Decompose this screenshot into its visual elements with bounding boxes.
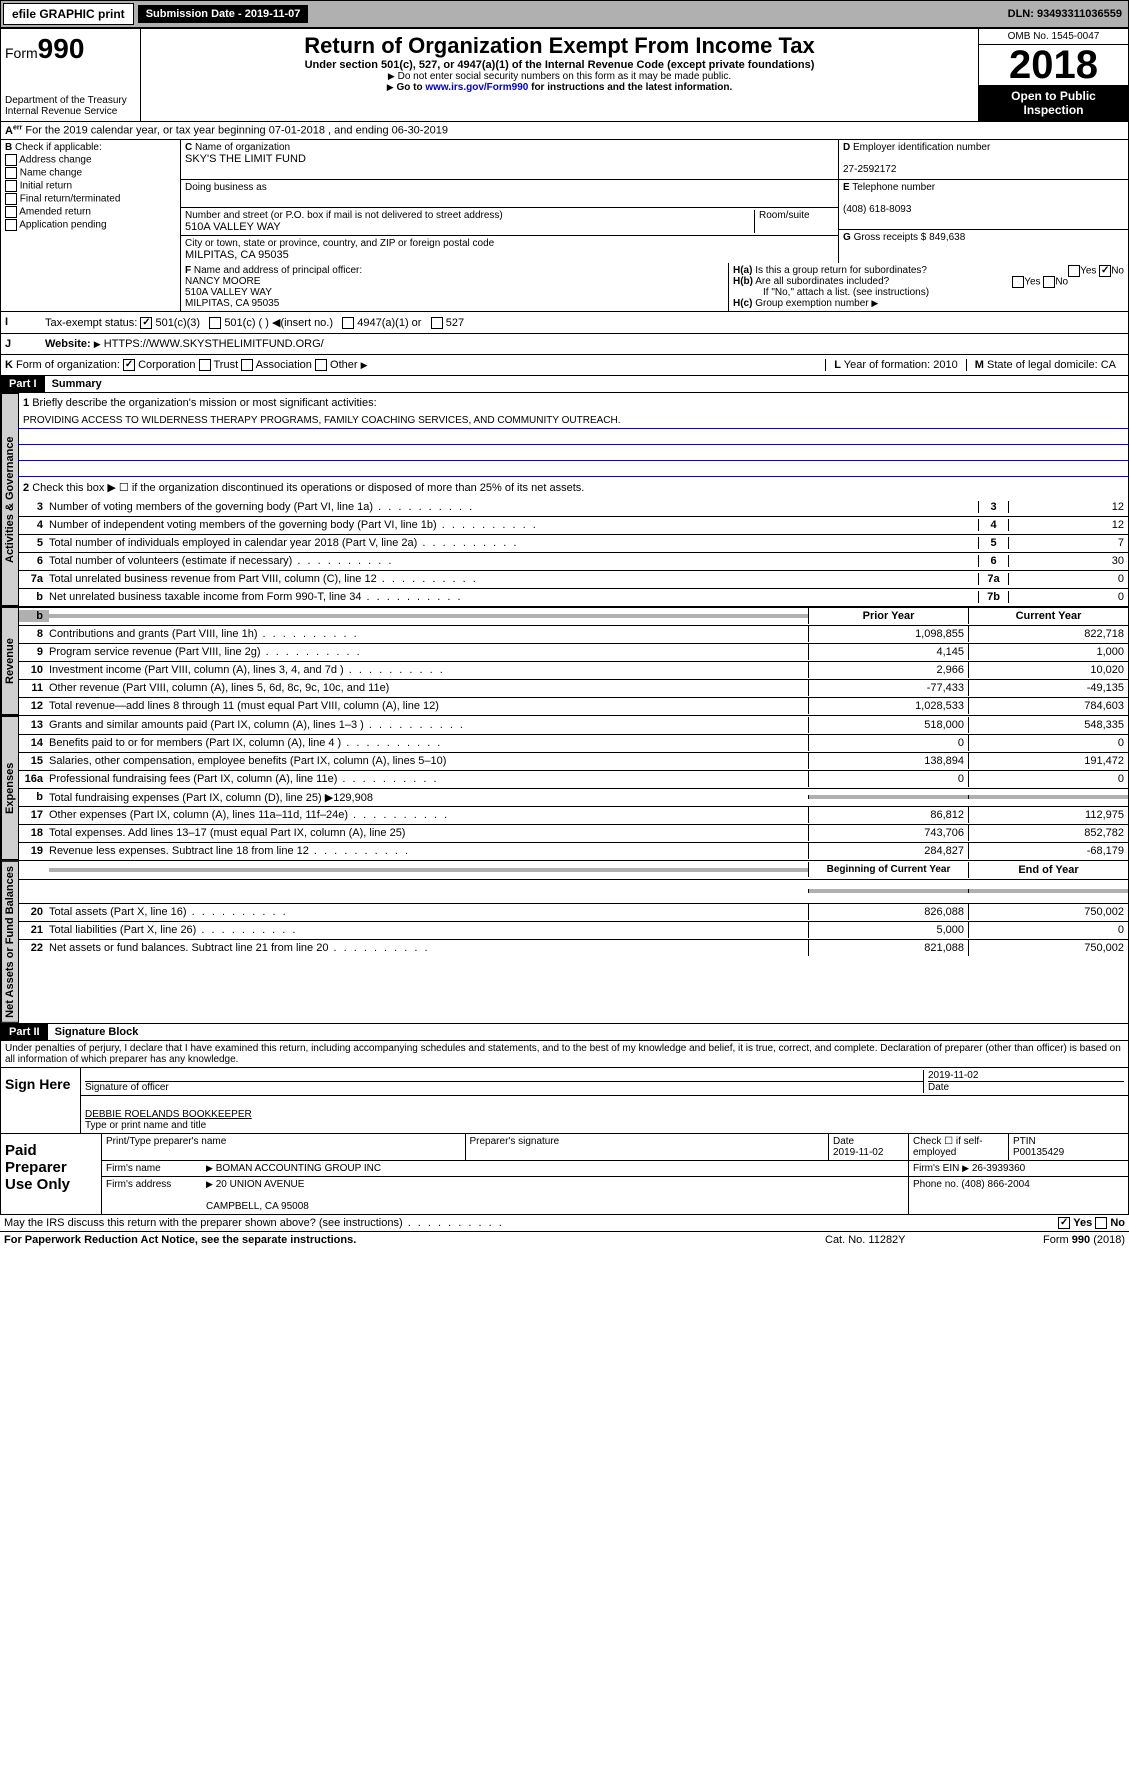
- sign-here-label: Sign Here: [1, 1068, 81, 1133]
- submission-date: Submission Date - 2019-11-07: [138, 5, 309, 23]
- gross-receipts: 849,638: [929, 232, 965, 243]
- vlabel-governance: Activities & Governance: [1, 393, 19, 606]
- tax-year: 2018: [979, 45, 1128, 85]
- paid-preparer-label: Paid Preparer Use Only: [1, 1134, 101, 1214]
- box-b: B Check if applicable: Address change Na…: [1, 140, 181, 263]
- perjury-text: Under penalties of perjury, I declare th…: [0, 1041, 1129, 1068]
- org-address: 510A VALLEY WAY: [185, 221, 281, 233]
- firm-name: BOMAN ACCOUNTING GROUP INC: [216, 1163, 381, 1174]
- org-name: SKY'S THE LIMIT FUND: [185, 153, 306, 165]
- box-c: C Name of organizationSKY'S THE LIMIT FU…: [181, 140, 838, 263]
- inspection-label: Open to Public Inspection: [979, 85, 1128, 121]
- ein: 27-2592172: [843, 164, 896, 175]
- dept-label: Department of the Treasury Internal Reve…: [5, 95, 136, 117]
- efile-button[interactable]: efile GRAPHIC print: [3, 3, 134, 25]
- officer-print-name: DEBBIE ROELANDS BOOKKEEPER: [85, 1109, 252, 1120]
- dln: DLN: 93493311036559: [1008, 8, 1126, 20]
- phone: (408) 618-8093: [843, 204, 911, 215]
- form-subtitle: Under section 501(c), 527, or 4947(a)(1)…: [145, 59, 974, 71]
- part-2-header: Part II: [1, 1024, 48, 1040]
- website: HTTPS://WWW.SKYSTHELIMITFUND.ORG/: [104, 338, 324, 350]
- ptin: P00135429: [1013, 1147, 1064, 1158]
- vlabel-revenue: Revenue: [1, 607, 19, 715]
- form-title: Return of Organization Exempt From Incom…: [145, 33, 974, 59]
- form-number: 990: [38, 33, 85, 64]
- vlabel-netassets: Net Assets or Fund Balances: [1, 861, 19, 1023]
- topbar: efile GRAPHIC print Submission Date - 20…: [0, 0, 1129, 28]
- row-a: Aerr For the 2019 calendar year, or tax …: [0, 122, 1129, 140]
- mission-text: PROVIDING ACCESS TO WILDERNESS THERAPY P…: [19, 413, 1128, 429]
- irs-link[interactable]: www.irs.gov/Form990: [425, 82, 528, 93]
- note-ssn: Do not enter social security numbers on …: [398, 71, 731, 82]
- vlabel-expenses: Expenses: [1, 716, 19, 860]
- form-header: Form990 Department of the Treasury Inter…: [0, 28, 1129, 122]
- part-1-header: Part I: [1, 376, 45, 392]
- org-city: MILPITAS, CA 95035: [185, 249, 289, 261]
- form-label: Form: [5, 45, 38, 61]
- officer-name: NANCY MOORE: [185, 276, 260, 287]
